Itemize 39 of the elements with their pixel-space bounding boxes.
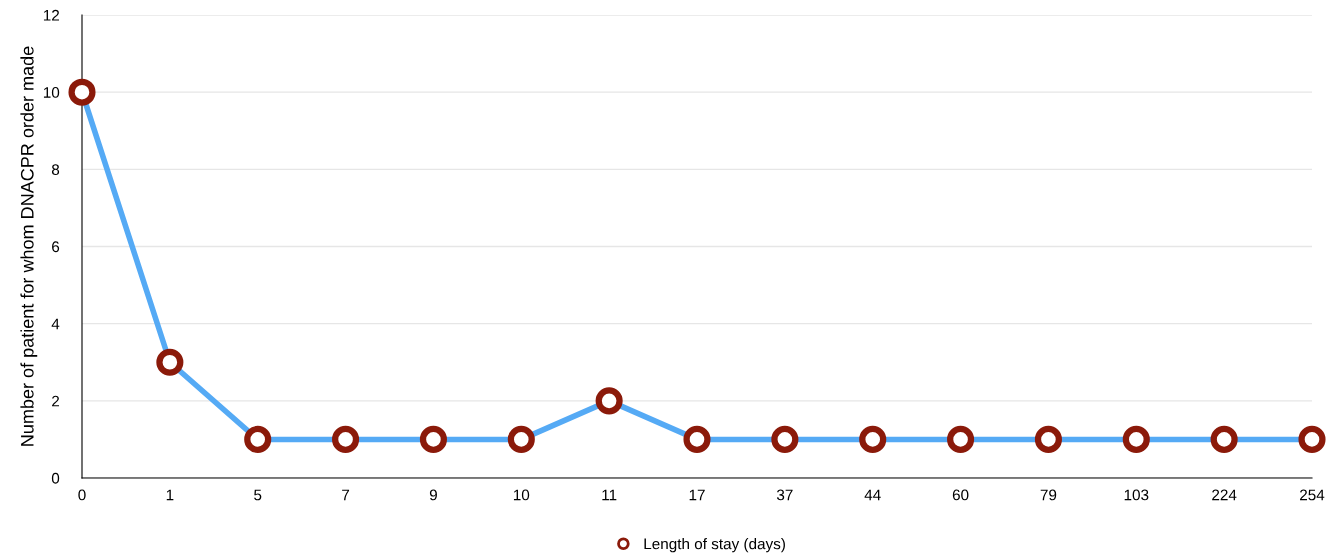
x-tick-label: 17 xyxy=(689,489,705,501)
legend-label: Length of stay (days) xyxy=(644,538,785,553)
y-tick-label: 2 xyxy=(52,395,60,407)
point xyxy=(947,425,975,453)
x-tick-label: 1 xyxy=(166,489,174,501)
point xyxy=(771,425,799,453)
x-tick-label: 9 xyxy=(429,489,437,501)
x-tick-label: 5 xyxy=(254,489,262,501)
x-tick-label: 254 xyxy=(1300,489,1325,501)
x-tick-label: 60 xyxy=(952,489,969,501)
y-tick-label: 12 xyxy=(43,9,60,21)
point xyxy=(332,425,360,453)
x-tick-label: 10 xyxy=(513,489,530,501)
point xyxy=(244,425,272,453)
point xyxy=(419,425,447,453)
y-axis-title: Number of patient for whom DNACPR order made xyxy=(20,46,38,446)
y-tick-label: 8 xyxy=(51,164,60,176)
y-tick-label: 0 xyxy=(51,472,60,484)
point xyxy=(68,78,96,106)
point xyxy=(156,348,184,376)
point xyxy=(1298,425,1326,453)
x-tick-label: 79 xyxy=(1040,489,1057,501)
y-tick-label: 10 xyxy=(43,87,60,98)
y-tick-label: 6 xyxy=(52,241,60,253)
point xyxy=(1210,425,1238,453)
x-tick-label: 37 xyxy=(776,489,793,501)
point xyxy=(1122,425,1150,453)
x-tick-label: 0 xyxy=(78,489,86,501)
point xyxy=(683,425,711,453)
y-tick-label: 4 xyxy=(51,318,60,330)
point xyxy=(1034,425,1062,453)
x-tick-label: 224 xyxy=(1212,489,1237,501)
x-tick-label: 7 xyxy=(342,489,350,501)
x-tick-label: 103 xyxy=(1124,489,1149,501)
point xyxy=(507,425,535,453)
x-tick-label: 44 xyxy=(864,489,881,501)
point xyxy=(595,387,623,415)
point xyxy=(859,425,887,453)
x-tick-label: 11 xyxy=(602,489,617,501)
